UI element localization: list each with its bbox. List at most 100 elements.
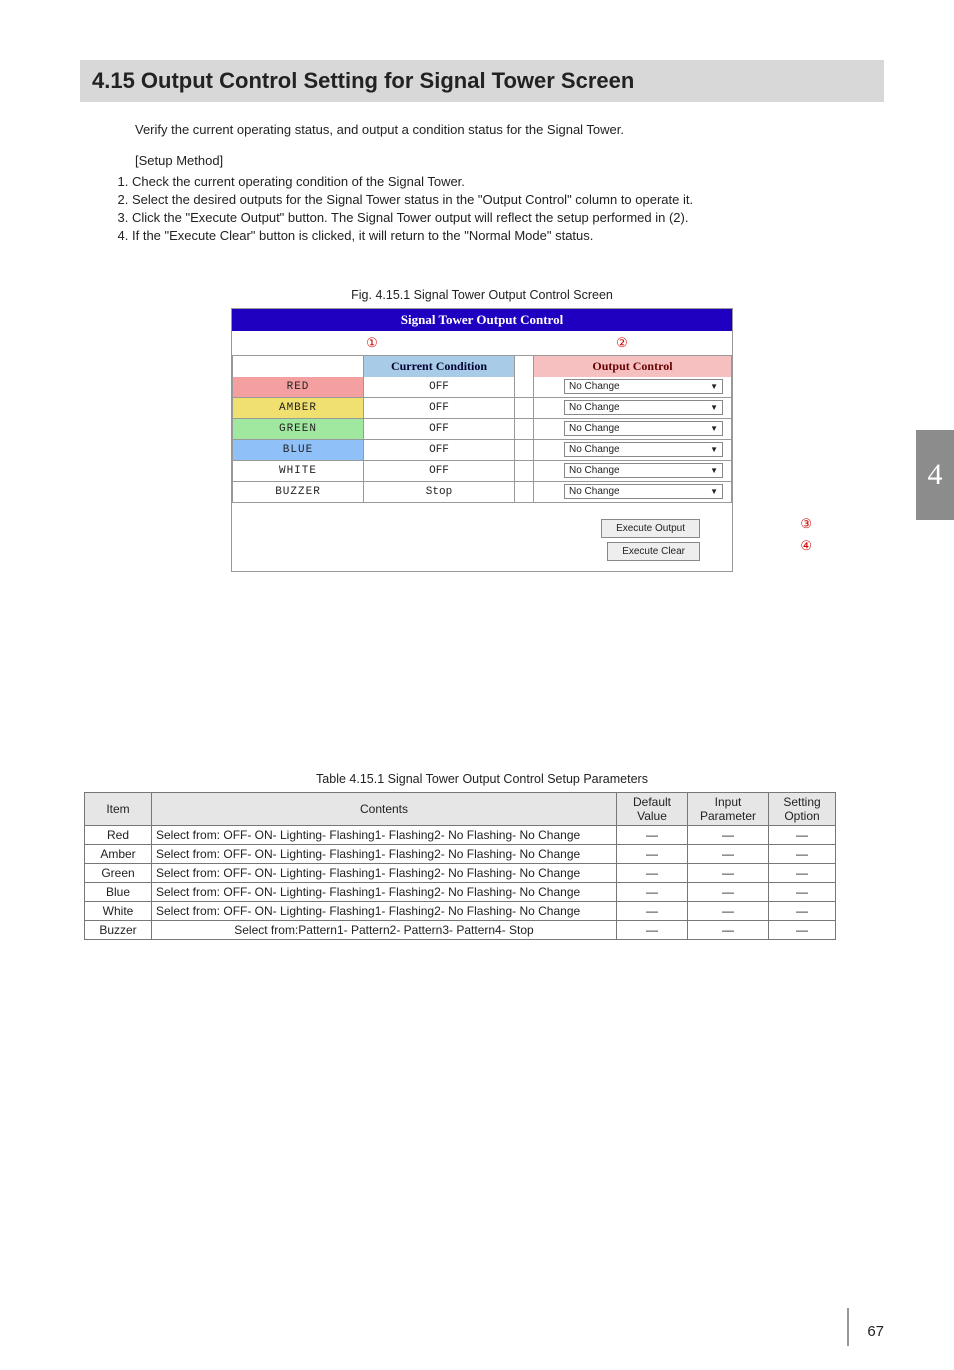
chevron-down-icon: ▼ — [710, 445, 718, 454]
table-cell: Blue — [85, 883, 152, 902]
output-control-select[interactable]: No Change▼ — [564, 463, 723, 478]
output-control-cell: No Change▼ — [533, 440, 732, 461]
panel-title: Signal Tower Output Control — [232, 309, 732, 331]
table-cell: ― — [617, 845, 688, 864]
setup-step: If the "Execute Clear" button is clicked… — [132, 228, 884, 243]
table-row: WhiteSelect from: OFF- ON- Lighting- Fla… — [85, 902, 836, 921]
current-condition: OFF — [364, 440, 515, 461]
signal-row: AMBEROFF No Change▼ — [232, 398, 732, 419]
signal-tower-panel: Signal Tower Output Control ① ② Current … — [231, 308, 733, 572]
signal-label: WHITE — [232, 461, 364, 482]
output-control-select[interactable]: No Change▼ — [564, 442, 723, 457]
table-cell: ― — [617, 921, 688, 940]
output-control-select[interactable]: No Change▼ — [564, 379, 723, 394]
intro-text: Verify the current operating status, and… — [135, 122, 884, 137]
callout-3: ③ — [800, 516, 812, 532]
table-cell: ― — [617, 883, 688, 902]
output-control-cell: No Change▼ — [533, 482, 732, 503]
table-row: BlueSelect from: OFF- ON- Lighting- Flas… — [85, 883, 836, 902]
table-cell: ― — [769, 883, 836, 902]
th-setting: Setting Option — [769, 793, 836, 826]
th-input: Input Parameter — [688, 793, 769, 826]
signal-row: WHITEOFF No Change▼ — [232, 461, 732, 482]
figure-caption: Fig. 4.15.1 Signal Tower Output Control … — [80, 288, 884, 302]
signal-row: GREENOFF No Change▼ — [232, 419, 732, 440]
output-control-select[interactable]: No Change▼ — [564, 400, 723, 415]
table-row: RedSelect from: OFF- ON- Lighting- Flash… — [85, 826, 836, 845]
table-cell: Select from: OFF- ON- Lighting- Flashing… — [152, 902, 617, 921]
callout-2: ② — [512, 331, 732, 355]
table-row: GreenSelect from: OFF- ON- Lighting- Fla… — [85, 864, 836, 883]
table-cell: ― — [688, 845, 769, 864]
section-title: 4.15 Output Control Setting for Signal T… — [80, 60, 884, 102]
table-cell: Select from: OFF- ON- Lighting- Flashing… — [152, 826, 617, 845]
th-item: Item — [85, 793, 152, 826]
th-default: Default Value — [617, 793, 688, 826]
page-number: 67 — [867, 1323, 884, 1340]
table-cell: ― — [769, 864, 836, 883]
output-control-select[interactable]: No Change▼ — [564, 484, 723, 499]
chevron-down-icon: ▼ — [710, 382, 718, 391]
setup-step: Click the "Execute Output" button. The S… — [132, 210, 884, 225]
table-cell: Select from: OFF- ON- Lighting- Flashing… — [152, 845, 617, 864]
signal-row: BUZZERStop No Change▼ — [232, 482, 732, 503]
table-cell: Select from:Pattern1- Pattern2- Pattern3… — [152, 921, 617, 940]
table-cell: Green — [85, 864, 152, 883]
table-cell: Red — [85, 826, 152, 845]
table-cell: Select from: OFF- ON- Lighting- Flashing… — [152, 883, 617, 902]
current-condition: OFF — [364, 419, 515, 440]
table-caption: Table 4.15.1 Signal Tower Output Control… — [80, 772, 884, 786]
signal-row: REDOFF No Change▼ — [232, 377, 732, 398]
setup-step: Check the current operating condition of… — [132, 174, 884, 189]
execute-output-button[interactable]: Execute Output — [601, 519, 700, 538]
table-cell: ― — [688, 883, 769, 902]
col-current-condition: Current Condition — [364, 355, 515, 377]
table-cell: ― — [688, 921, 769, 940]
table-cell: Select from: OFF- ON- Lighting- Flashing… — [152, 864, 617, 883]
parameters-table: Item Contents Default Value Input Parame… — [84, 792, 836, 940]
table-cell: ― — [769, 902, 836, 921]
th-contents: Contents — [152, 793, 617, 826]
setup-step: Select the desired outputs for the Signa… — [132, 192, 884, 207]
table-cell: ― — [617, 864, 688, 883]
col-output-control: Output Control — [533, 355, 732, 377]
table-cell: White — [85, 902, 152, 921]
chevron-down-icon: ▼ — [710, 424, 718, 433]
signal-label: AMBER — [232, 398, 364, 419]
table-row: BuzzerSelect from:Pattern1- Pattern2- Pa… — [85, 921, 836, 940]
output-control-cell: No Change▼ — [533, 461, 732, 482]
table-cell: ― — [688, 864, 769, 883]
output-control-cell: No Change▼ — [533, 419, 732, 440]
signal-label: GREEN — [232, 419, 364, 440]
table-cell: Amber — [85, 845, 152, 864]
signal-label: RED — [232, 377, 364, 398]
chevron-down-icon: ▼ — [710, 487, 718, 496]
table-cell: Buzzer — [85, 921, 152, 940]
output-control-cell: No Change▼ — [533, 377, 732, 398]
signal-label: BUZZER — [232, 482, 364, 503]
table-cell: ― — [769, 921, 836, 940]
callout-1: ① — [232, 331, 512, 355]
table-cell: ― — [769, 826, 836, 845]
chevron-down-icon: ▼ — [710, 466, 718, 475]
table-row: AmberSelect from: OFF- ON- Lighting- Fla… — [85, 845, 836, 864]
current-condition: Stop — [364, 482, 515, 503]
current-condition: OFF — [364, 398, 515, 419]
table-cell: ― — [688, 826, 769, 845]
table-cell: ― — [688, 902, 769, 921]
execute-clear-button[interactable]: Execute Clear — [607, 542, 700, 561]
setup-method-label: [Setup Method] — [135, 153, 884, 168]
callout-4: ④ — [800, 538, 812, 554]
chapter-tab: 4 — [916, 430, 954, 520]
signal-row: BLUEOFF No Change▼ — [232, 440, 732, 461]
table-cell: ― — [617, 902, 688, 921]
signal-label: BLUE — [232, 440, 364, 461]
output-control-cell: No Change▼ — [533, 398, 732, 419]
current-condition: OFF — [364, 461, 515, 482]
setup-steps-list: Check the current operating condition of… — [102, 174, 884, 243]
table-cell: ― — [769, 845, 836, 864]
output-control-select[interactable]: No Change▼ — [564, 421, 723, 436]
current-condition: OFF — [364, 377, 515, 398]
chevron-down-icon: ▼ — [710, 403, 718, 412]
table-cell: ― — [617, 826, 688, 845]
